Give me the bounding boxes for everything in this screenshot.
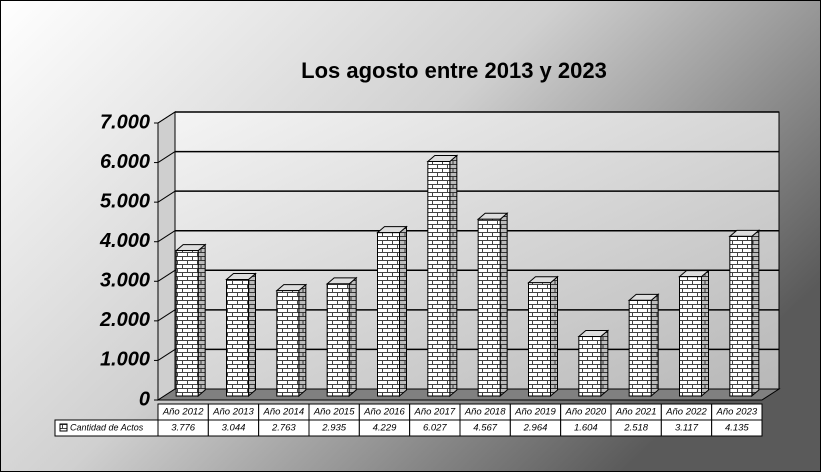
bar (628, 299, 652, 397)
grid-line (157, 309, 176, 322)
x-tick-label: Año 2020 (564, 407, 606, 418)
grid-line (157, 190, 176, 203)
bar (477, 218, 501, 397)
grid-line (157, 111, 176, 124)
table-cell (711, 419, 763, 437)
bar-side (197, 243, 206, 398)
legend-label: Cantidad de Actos (70, 422, 144, 432)
x-tick-label: Año 2017 (413, 407, 455, 418)
bar-side (701, 269, 709, 398)
grid-line (157, 349, 176, 361)
y-tick-label: 0 (139, 388, 150, 410)
bar (377, 232, 400, 397)
bar-side (650, 293, 659, 398)
x-tick-label: Año 2015 (313, 407, 355, 418)
grid-line (157, 230, 176, 243)
x-tick-label: Año 2014 (262, 407, 304, 418)
x-tick-label: Año 2022 (665, 407, 707, 418)
y-tick-label: 5.000 (100, 190, 150, 212)
bar (226, 279, 249, 397)
bar (175, 250, 199, 397)
x-tick-label: Año 2018 (464, 407, 506, 418)
x-tick-label: Año 2013 (212, 407, 254, 418)
grid-line (157, 151, 176, 163)
bar-side (348, 276, 357, 398)
x-tick-label: Año 2023 (715, 407, 757, 418)
table-value: 1.604 (574, 423, 598, 434)
bar (578, 336, 602, 397)
grid-line (157, 269, 176, 282)
bar (679, 276, 702, 397)
table-value: 2.518 (623, 423, 648, 434)
x-tick-label: Año 2012 (162, 407, 204, 418)
bar-side (449, 154, 458, 398)
bar (729, 235, 753, 397)
y-tick-label: 7.000 (100, 111, 150, 133)
chart-title: Los agosto entre 2013 y 2023 (301, 58, 607, 83)
side-wall (157, 111, 176, 401)
bar-side (751, 229, 760, 398)
table-value: 2.935 (321, 423, 346, 434)
y-tick-label: 1.000 (100, 349, 150, 371)
table-value: 4.229 (373, 423, 397, 434)
bar-side (550, 275, 558, 398)
bar-side (298, 283, 307, 398)
table-value: 6.027 (423, 423, 447, 434)
bar (528, 282, 551, 397)
y-tick-label: 6.000 (100, 151, 150, 173)
x-tick-label: Año 2016 (363, 407, 405, 418)
back-wall (174, 111, 780, 390)
table-value: 3.117 (675, 423, 699, 434)
x-tick-label: Año 2021 (615, 407, 657, 418)
table-value: 3.044 (222, 423, 246, 434)
bar-side (499, 212, 508, 398)
bar-side (248, 272, 256, 398)
x-tick-label: Año 2019 (514, 407, 556, 418)
y-tick-label: 3.000 (100, 270, 150, 292)
bar-side (399, 225, 407, 398)
floor (156, 388, 781, 401)
table-value: 4.135 (725, 423, 749, 434)
legend-swatch (59, 423, 68, 432)
y-tick-label: 4.000 (99, 230, 150, 252)
y-tick-label: 2.000 (99, 309, 150, 331)
bar (326, 283, 350, 397)
table-value: 2.964 (523, 423, 548, 434)
table-value: 3.776 (171, 423, 195, 434)
bar (276, 290, 300, 397)
table-value: 4.567 (473, 423, 497, 434)
bar (427, 161, 451, 397)
bar-side (600, 329, 609, 398)
table-value: 2.763 (271, 423, 296, 434)
